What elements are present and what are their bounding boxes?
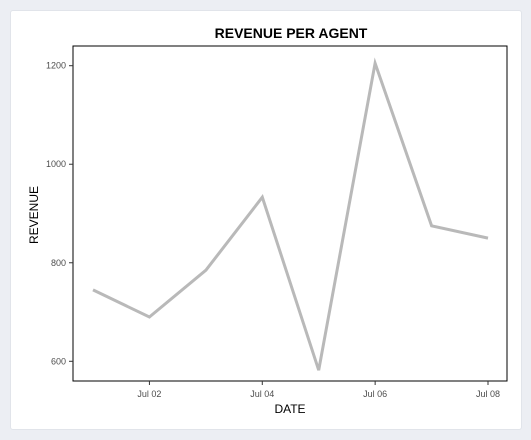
x-tick-label: Jul 04 xyxy=(250,389,274,399)
y-axis-title: REVENUE xyxy=(27,186,41,244)
series-line-0 xyxy=(92,57,489,371)
x-tick-label: Jul 02 xyxy=(137,389,161,399)
y-tick-label: 1000 xyxy=(46,159,66,169)
x-axis: Jul 02 Jul 04 Jul 06 Jul 08 xyxy=(137,381,500,399)
series-layer xyxy=(92,57,489,371)
y-tick-label: 1200 xyxy=(46,61,66,71)
x-axis-title: DATE xyxy=(274,402,305,416)
chart-title: REVENUE PER AGENT xyxy=(215,25,368,41)
y-tick-label: 600 xyxy=(51,356,66,366)
chart-card: REVENUE PER AGENT 600 800 1000 1200 Jul 02 J… xyxy=(10,10,522,430)
y-axis: 600 800 1000 1200 xyxy=(46,61,73,366)
x-tick-label: Jul 08 xyxy=(476,389,500,399)
x-tick-label: Jul 06 xyxy=(363,389,387,399)
plot-panel xyxy=(72,45,508,382)
y-tick-label: 800 xyxy=(51,258,66,268)
